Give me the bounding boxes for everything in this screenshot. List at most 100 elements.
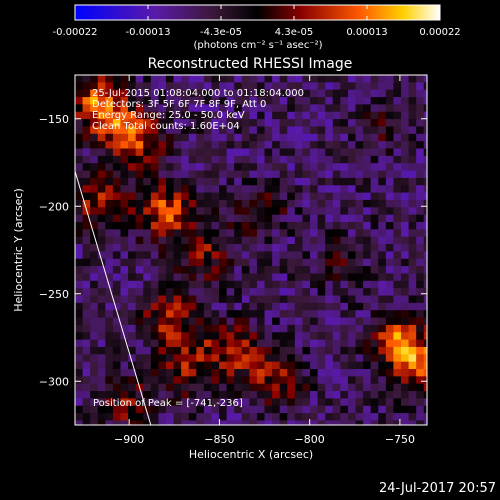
heatmap-cell (226, 82, 235, 91)
heatmap-cell (158, 192, 167, 201)
heatmap-cell (128, 141, 137, 150)
heatmap-cell (264, 229, 273, 238)
heatmap-cell (135, 398, 144, 407)
heatmap-cell (219, 288, 228, 297)
heatmap-cell (423, 310, 427, 319)
heatmap-cell (188, 185, 197, 194)
heatmap-cell (196, 177, 205, 186)
heatmap-cell (188, 273, 197, 282)
heatmap-cell (401, 133, 410, 142)
heatmap-cell (431, 273, 439, 281)
heatmap-cell (340, 317, 349, 326)
heatmap-cell (143, 369, 152, 377)
heatmap-cell (112, 119, 122, 128)
heatmap-cell (279, 273, 288, 282)
heatmap-cell (135, 391, 144, 399)
heatmap-cell (75, 420, 84, 425)
heatmap-cell (363, 170, 372, 179)
heatmap-cell (158, 207, 167, 216)
heatmap-cell (75, 244, 84, 252)
heatmap-cell (196, 383, 205, 392)
heatmap-cell (203, 346, 213, 355)
heatmap-cell (82, 119, 91, 128)
heatmap-cell (287, 75, 296, 83)
heatmap-cell (340, 398, 349, 407)
heatmap-cell (112, 126, 122, 135)
heatmap-cell (363, 376, 372, 385)
heatmap-cell (408, 383, 417, 392)
heatmap-cell (105, 141, 114, 150)
heatmap-cell (416, 361, 425, 370)
heatmap-cell (181, 361, 190, 370)
heatmap-cell (272, 398, 281, 407)
heatmap-cell (287, 324, 296, 333)
heatmap-cell (150, 82, 159, 91)
heatmap-cell (416, 207, 425, 216)
heatmap-cell (226, 163, 235, 172)
heatmap-cell (75, 155, 84, 164)
heatmap-cell (340, 251, 349, 260)
heatmap-cell (378, 383, 387, 392)
heatmap-cell (256, 126, 266, 135)
heatmap-cell (173, 82, 182, 91)
heatmap-cell (423, 288, 427, 297)
heatmap-cell (128, 75, 137, 83)
info-line-energy: Energy Range: 25.0 - 50.0 keV (92, 110, 245, 121)
heatmap-cell (226, 148, 235, 157)
heatmap-cell (181, 266, 190, 275)
heatmap-cell (82, 141, 91, 150)
heatmap-cell (378, 324, 387, 333)
heatmap-cell (165, 229, 175, 238)
heatmap-cell (287, 361, 296, 370)
heatmap-cell (408, 222, 417, 230)
heatmap-cell (120, 155, 129, 164)
heatmap-cell (97, 214, 106, 223)
heatmap-cell (325, 141, 334, 150)
heatmap-cell (211, 222, 220, 230)
heatmap-cell (173, 339, 182, 348)
heatmap-cell (340, 97, 349, 105)
heatmap-cell (181, 82, 190, 91)
heatmap-cell (150, 214, 159, 223)
heatmap-cell (97, 104, 106, 113)
heatmap-cell (294, 346, 304, 355)
heatmap-cell (249, 119, 258, 128)
heatmap-cell (347, 413, 357, 422)
heatmap-cell (264, 155, 273, 164)
heatmap-cell (287, 155, 296, 164)
heatmap-cell (317, 310, 326, 319)
heatmap-cell (128, 354, 137, 363)
heatmap-cell (408, 420, 417, 425)
heatmap-cell (370, 222, 379, 230)
heatmap-cell (401, 310, 410, 319)
heatmap-cell (332, 75, 341, 83)
heatmap-cell (97, 302, 106, 311)
heatmap-cell (370, 405, 379, 414)
heatmap-cell (401, 361, 410, 370)
heatmap-cell (408, 170, 417, 179)
heatmap-cell (173, 111, 182, 120)
heatmap-cell (135, 288, 144, 297)
heatmap-cell (112, 207, 122, 216)
heatmap-cell (408, 391, 417, 399)
heatmap-cell (219, 244, 228, 252)
heatmap-cell (120, 383, 129, 392)
x-tick-label: −900 (114, 433, 144, 446)
heatmap-cell (135, 97, 144, 105)
heatmap-cell (310, 199, 319, 208)
heatmap-cell (188, 75, 197, 83)
heatmap-cell (370, 354, 379, 363)
heatmap-cell (234, 236, 243, 245)
heatmap-cell (128, 207, 137, 216)
heatmap-cell (211, 376, 220, 385)
heatmap-cell (317, 185, 326, 194)
heatmap-cell (408, 354, 417, 363)
heatmap-cell (135, 119, 144, 128)
heatmap-cell (188, 391, 197, 399)
heatmap-cell (158, 170, 167, 179)
heatmap-cell (385, 185, 395, 194)
heatmap-cell (317, 133, 326, 142)
heatmap-cell (249, 111, 258, 120)
heatmap-cell (401, 369, 410, 377)
heatmap-cell (143, 75, 152, 83)
